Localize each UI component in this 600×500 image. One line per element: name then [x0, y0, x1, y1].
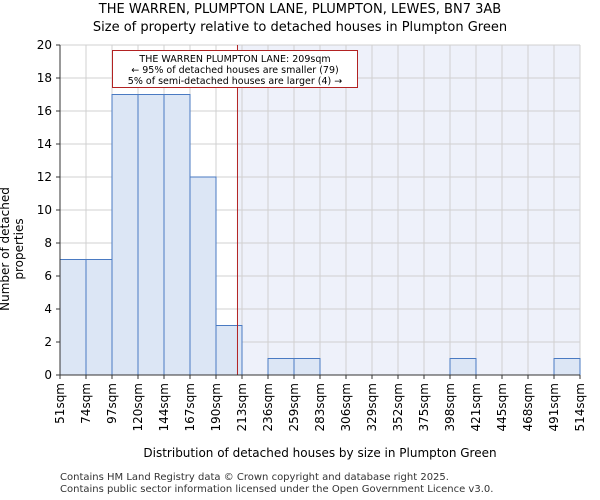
y-tick-label: 10: [37, 203, 52, 217]
x-tick-label: 213sqm: [235, 383, 249, 431]
annotation-line-3: 5% of semi-detached houses are larger (4…: [127, 76, 343, 87]
y-tick-label: 18: [37, 71, 52, 85]
x-tick-label: 514sqm: [573, 383, 587, 431]
histogram-bar: [553, 358, 581, 376]
x-tick-label: 352sqm: [391, 383, 405, 431]
y-tick-label: 6: [44, 269, 52, 283]
histogram-bar: [111, 94, 139, 376]
histogram-bar: [189, 176, 217, 376]
x-tick-label: 190sqm: [209, 383, 223, 431]
y-tick-label: 8: [44, 236, 52, 250]
property-annotation-box: THE WARREN PLUMPTON LANE: 209sqm ← 95% o…: [112, 50, 358, 88]
histogram-bar: [449, 358, 477, 376]
x-tick-label: 144sqm: [157, 383, 171, 431]
x-tick-label: 468sqm: [521, 383, 535, 431]
y-tick-label: 2: [44, 335, 52, 349]
x-tick-label: 74sqm: [79, 383, 93, 424]
annotation-line-1: THE WARREN PLUMPTON LANE: 209sqm: [139, 54, 331, 65]
x-tick-label: 259sqm: [287, 383, 301, 431]
x-tick-label: 491sqm: [547, 383, 561, 431]
x-tick-label: 236sqm: [261, 383, 275, 431]
x-axis-label: Distribution of detached houses by size …: [143, 446, 497, 460]
x-tick-label: 283sqm: [313, 383, 327, 431]
y-tick-label: 4: [44, 302, 52, 316]
chart-title: THE WARREN, PLUMPTON LANE, PLUMPTON, LEW…: [98, 2, 502, 17]
histogram-bar: [293, 358, 321, 376]
histogram-bar: [215, 325, 243, 376]
x-tick-label: 167sqm: [183, 383, 197, 431]
x-tick-label: 120sqm: [131, 383, 145, 431]
histogram-bar: [85, 259, 113, 376]
x-tick-label: 51sqm: [53, 383, 67, 424]
y-tick-label: 12: [37, 170, 52, 184]
histogram-bar: [59, 259, 87, 376]
y-tick-label: 16: [37, 104, 52, 118]
footer-licence: Contains public sector information licen…: [60, 484, 494, 495]
x-tick-label: 421sqm: [469, 383, 483, 431]
histogram-bar: [137, 94, 165, 376]
x-tick-label: 375sqm: [417, 383, 431, 431]
annotation-line-2: ← 95% of detached houses are smaller (79…: [131, 65, 339, 76]
x-tick-label: 306sqm: [339, 383, 353, 431]
x-tick-label: 445sqm: [495, 383, 509, 431]
y-tick-label: 0: [44, 368, 52, 382]
chart-subtitle: Size of property relative to detached ho…: [92, 20, 508, 35]
x-tick-label: 97sqm: [105, 383, 119, 424]
footer-copyright: Contains HM Land Registry data © Crown c…: [60, 472, 449, 483]
histogram-bar: [267, 358, 295, 376]
histogram-bar: [163, 94, 191, 376]
y-axis-label: Number of detached properties: [0, 187, 26, 311]
x-tick-label: 329sqm: [365, 383, 379, 431]
y-tick-label: 14: [37, 137, 52, 151]
y-tick-label: 20: [37, 38, 52, 52]
x-tick-label: 398sqm: [443, 383, 457, 431]
